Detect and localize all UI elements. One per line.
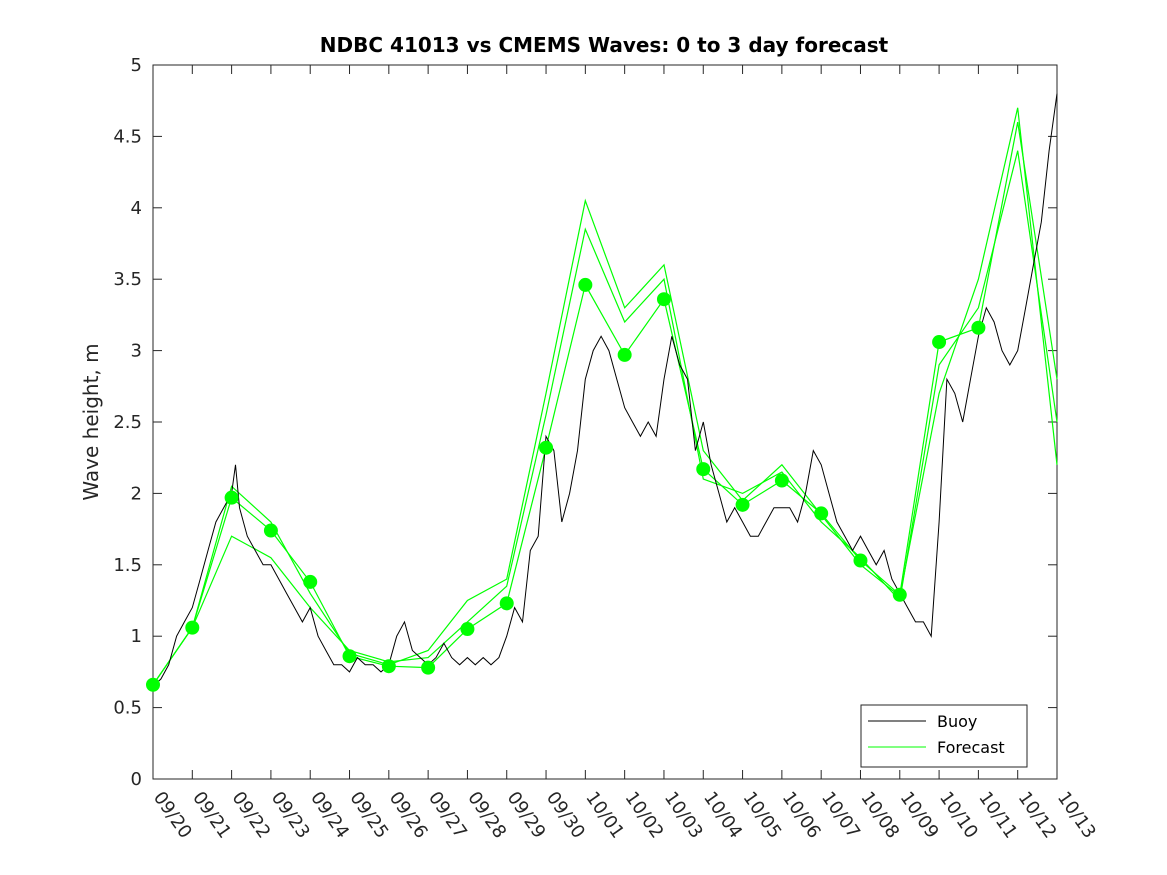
y-axis-label: Wave height, m: [79, 343, 103, 500]
forecast-marker: [932, 335, 947, 350]
forecast-marker: [892, 587, 907, 602]
y-tick-label: 4.5: [113, 126, 142, 147]
forecast-marker: [853, 553, 868, 568]
y-tick-label: 3.5: [113, 269, 142, 290]
y-tick-label: 2.5: [113, 412, 142, 433]
forecast-marker: [224, 490, 239, 505]
forecast-marker: [342, 649, 357, 664]
legend: Buoy Forecast: [860, 704, 1028, 768]
buoy-line: [152, 93, 1058, 687]
y-tick-label: 0.5: [113, 698, 142, 719]
series-layer: [146, 93, 1058, 692]
y-tick-label: 2: [131, 483, 142, 504]
y-tick-label: 1.5: [113, 555, 142, 576]
y-axis-ticks: 0 0.5 1 1.5 2 2.5 3 3.5 4 4.5 5: [113, 55, 1057, 790]
forecast-marker: [460, 622, 475, 637]
forecast-marker: [696, 462, 711, 477]
y-tick-label: 4: [131, 198, 142, 219]
chart-title: NDBC 41013 vs CMEMS Waves: 0 to 3 day fo…: [320, 33, 889, 57]
forecast-marker: [735, 497, 750, 512]
legend-forecast-label: Forecast: [937, 738, 1005, 757]
y-tick-label: 5: [131, 55, 142, 76]
forecast-marker: [578, 277, 593, 292]
forecast-marker: [185, 620, 200, 635]
forecast-marker: [303, 574, 318, 589]
forecast-marker: [617, 347, 632, 362]
legend-box: [860, 704, 1028, 768]
forecast-line: [152, 121, 1058, 686]
forecast-marker: [263, 523, 278, 538]
y-tick-label: 0: [131, 769, 142, 790]
forecast-marker: [146, 677, 160, 692]
forecast-marker: [381, 659, 396, 674]
forecast-marker: [774, 473, 789, 488]
forecast-marker: [656, 292, 671, 307]
forecast-marker: [539, 440, 554, 455]
y-tick-label: 1: [131, 626, 142, 647]
forecast-marker: [421, 660, 436, 675]
forecast-marker: [814, 506, 829, 521]
forecast-marker: [499, 596, 514, 611]
forecast-marker: [971, 320, 986, 335]
legend-buoy-label: Buoy: [937, 712, 977, 731]
y-tick-label: 3: [131, 341, 142, 362]
